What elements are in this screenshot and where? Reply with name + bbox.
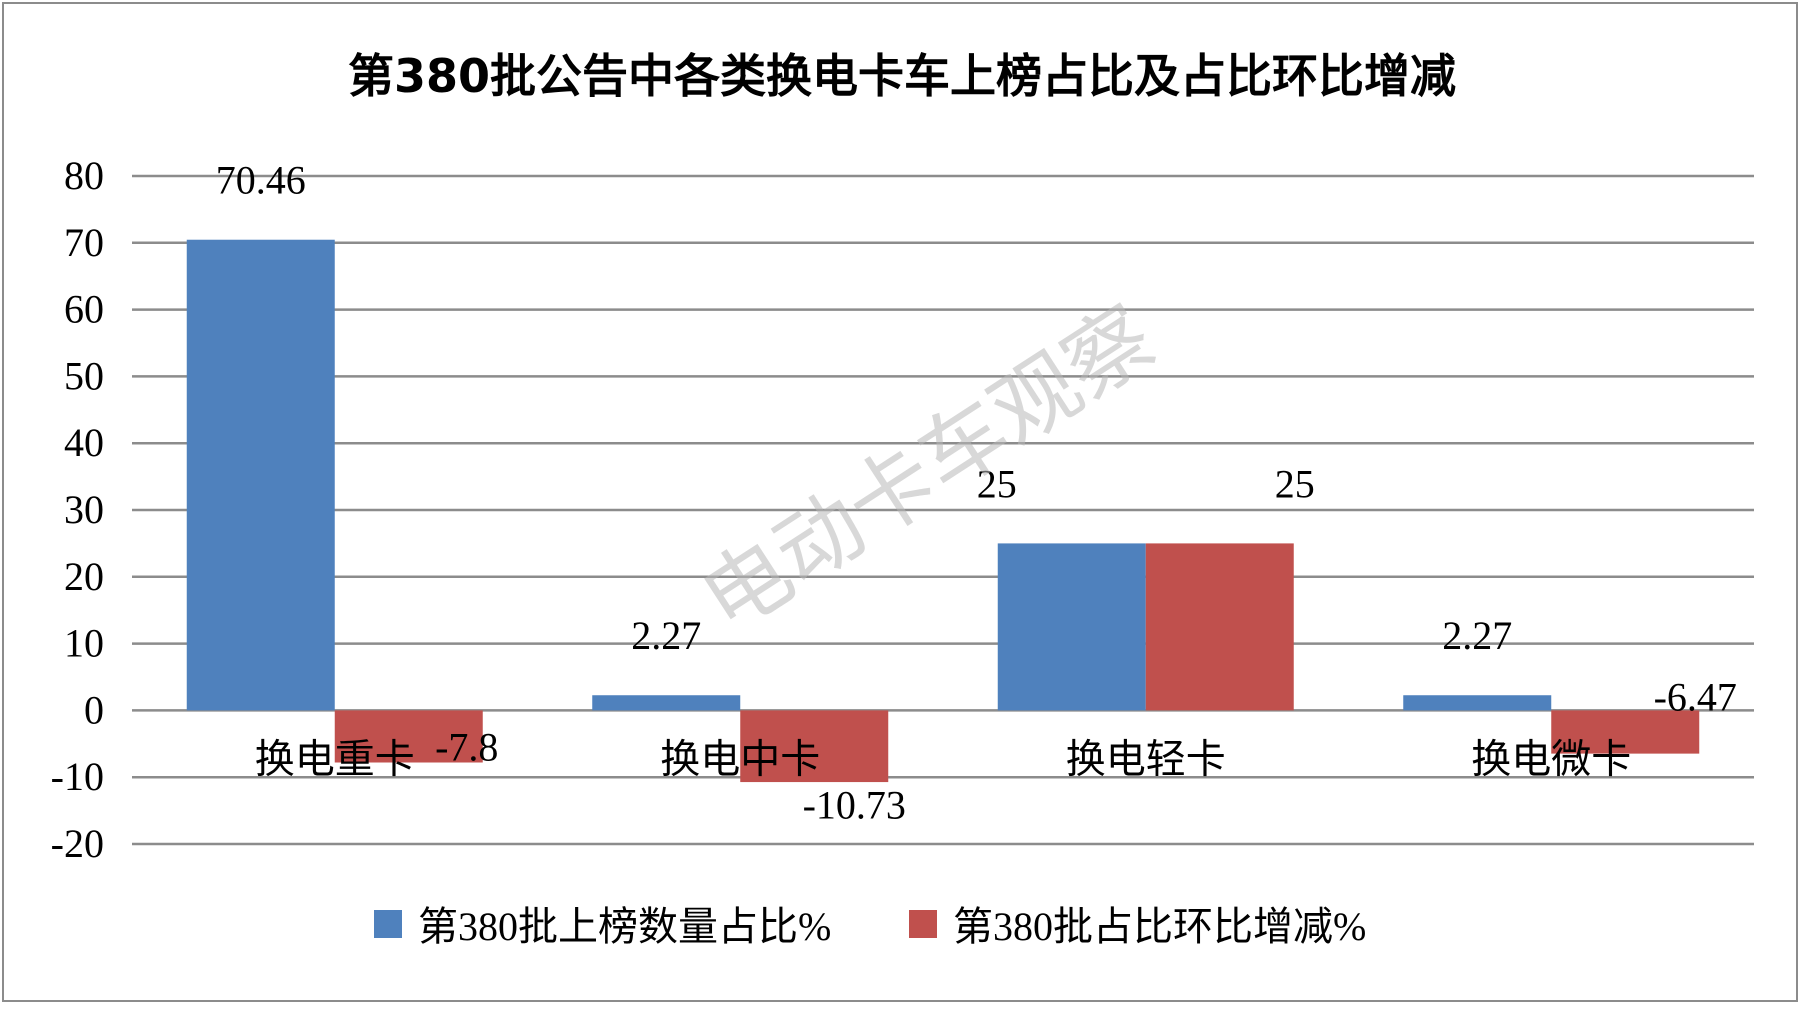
legend-swatch [909, 910, 937, 938]
bar-series-2-4 [1551, 710, 1700, 754]
y-tick-label: 60 [64, 287, 104, 332]
y-tick-label: 20 [64, 554, 104, 599]
category-label: 换电轻卡 [1066, 736, 1226, 782]
data-label: -10.73 [803, 782, 906, 827]
bar-series-2-1 [334, 710, 483, 763]
y-tick-label: -20 [51, 821, 104, 866]
data-label: 2.27 [631, 613, 701, 658]
legend-label: 第380批上榜数量占比% [418, 904, 831, 949]
category-label: 换电微卡 [1471, 736, 1631, 782]
y-tick-label: 70 [64, 220, 104, 265]
y-tick-label: 80 [64, 153, 104, 198]
data-label: 70.46 [216, 158, 306, 203]
bar-chart: 第380批公告中各类换电卡车上榜占比及占比环比增减 80 70 60 50 40 30 20… [51, 49, 1754, 949]
bar-series-1-1 [186, 239, 335, 711]
bar-series-2-2 [740, 710, 889, 783]
y-tick-label: 0 [84, 687, 104, 732]
data-labels: 70.46 2.27 25 2.27 -7.8 -10.73 25 -6.47 [216, 158, 1737, 828]
legend: 第380批上榜数量占比% 第380批占比环比增减% [374, 904, 1366, 949]
data-label: 25 [1275, 461, 1315, 506]
data-label: -7.8 [435, 724, 498, 769]
y-axis-ticks: 80 70 60 50 40 30 20 10 0 -10 -20 [51, 153, 104, 866]
y-tick-label: 30 [64, 487, 104, 532]
data-label: -6.47 [1654, 674, 1737, 719]
category-label: 换电重卡 [255, 736, 415, 782]
bar-series-1-3 [997, 543, 1146, 711]
data-label: 25 [977, 461, 1017, 506]
data-label: 2.27 [1442, 613, 1512, 658]
category-labels: 换电重卡 换电中卡 换电轻卡 换电微卡 [255, 736, 1632, 782]
bars [186, 239, 1700, 783]
gridlines [132, 174, 1754, 846]
legend-label: 第380批占比环比增减% [953, 904, 1366, 949]
y-tick-label: 40 [64, 420, 104, 465]
y-tick-label: -10 [51, 754, 104, 799]
y-tick-label: 50 [64, 353, 104, 398]
legend-swatch [374, 910, 402, 938]
category-label: 换电中卡 [660, 736, 820, 782]
chart-title: 第380批公告中各类换电卡车上榜占比及占比环比增减 [348, 49, 1456, 103]
bar-series-2-3 [1145, 543, 1294, 711]
y-tick-label: 10 [64, 621, 104, 666]
bar-series-1-4 [1403, 695, 1552, 711]
bar-series-1-2 [592, 695, 741, 711]
